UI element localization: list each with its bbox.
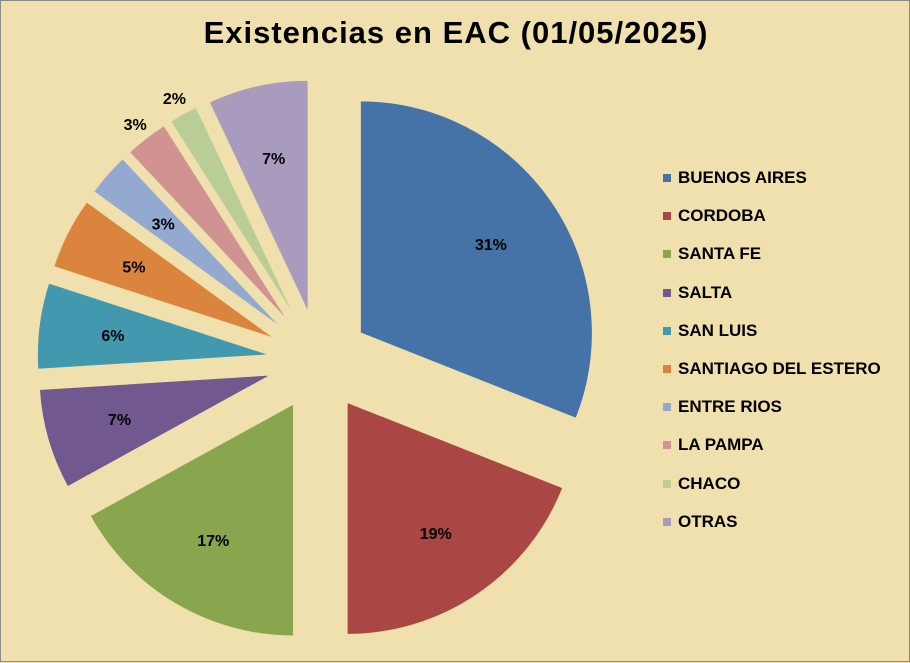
legend-swatch <box>663 441 671 450</box>
legend-label: SALTA <box>678 282 733 302</box>
slice-label: 17% <box>197 533 229 550</box>
slice-label: 19% <box>420 526 452 543</box>
pie-slice-otras <box>208 79 309 313</box>
legend-label: LA PAMPA <box>678 435 764 455</box>
slice-label: 31% <box>475 237 507 254</box>
legend-label: OTRAS <box>678 511 738 531</box>
pie-slice-entre-rios <box>93 158 282 329</box>
slice-label: 3% <box>152 217 175 234</box>
pie-slice-santa-fe <box>89 403 295 637</box>
legend-swatch <box>663 174 671 182</box>
legend-label: SANTA FE <box>678 244 762 264</box>
slice-label: 3% <box>124 117 147 134</box>
legend-label: CORDOBA <box>678 206 766 226</box>
slice-label: 5% <box>122 260 145 277</box>
pie-slice-la-pampa <box>128 124 289 322</box>
slice-label: 2% <box>163 91 186 108</box>
legend-swatch <box>663 517 671 526</box>
legend-swatch <box>663 326 671 335</box>
pie-slice-chaco <box>169 106 296 318</box>
legend-swatch <box>663 212 671 221</box>
legend-label: SANTIAGO DEL ESTERO <box>678 359 881 378</box>
legend-label: SAN LUIS <box>678 320 758 340</box>
pie-slice-san-luis <box>36 282 270 370</box>
slice-label: 6% <box>101 328 124 345</box>
pie-slice-santiago-del-estero <box>53 201 275 339</box>
legend-label: CHACO <box>678 473 741 493</box>
slice-label: 7% <box>108 412 131 429</box>
pie-slice-cordoba <box>346 401 564 635</box>
legend-swatch <box>663 288 671 297</box>
slice-label: 7% <box>262 151 285 168</box>
pie-slice-buenos-aires <box>359 100 593 419</box>
legend-swatch <box>663 403 671 412</box>
chart-title: Existencias en EAC (01/05/2025) <box>203 15 709 50</box>
legend-swatch <box>663 250 671 259</box>
legend-label: ENTRE RIOS <box>678 397 782 417</box>
legend-label: BUENOS AIRES <box>678 168 807 187</box>
legend-swatch <box>663 365 671 373</box>
pie-slice-salta <box>38 374 272 488</box>
legend-swatch <box>663 479 671 488</box>
